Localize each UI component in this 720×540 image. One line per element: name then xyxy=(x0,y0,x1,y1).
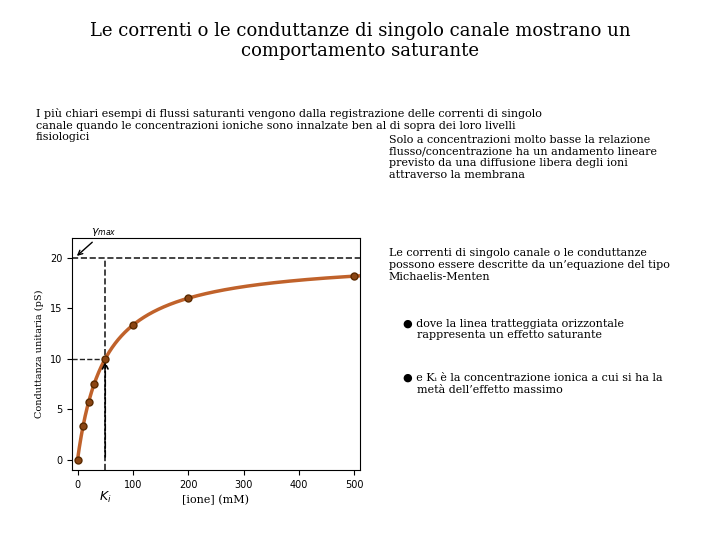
Text: Le correnti o le conduttanze di singolo canale mostrano un
comportamento saturan: Le correnti o le conduttanze di singolo … xyxy=(90,22,630,60)
X-axis label: [ione] (mM): [ione] (mM) xyxy=(182,495,250,505)
Text: ● dove la linea tratteggiata orizzontale
    rappresenta un effetto saturante: ● dove la linea tratteggiata orizzontale… xyxy=(403,319,624,340)
Text: $\gamma_{max}$: $\gamma_{max}$ xyxy=(78,226,117,255)
Y-axis label: Conduttanza unitaria (pS): Conduttanza unitaria (pS) xyxy=(35,289,45,418)
Text: Le correnti di singolo canale o le conduttanze
possono essere descritte da un’eq: Le correnti di singolo canale o le condu… xyxy=(389,248,670,281)
Text: ● e Kᵢ è la concentrazione ionica a cui si ha la
    metà dell’effetto massimo: ● e Kᵢ è la concentrazione ionica a cui … xyxy=(403,373,663,395)
Text: I più chiari esempi di flussi saturanti vengono dalla registrazione delle corren: I più chiari esempi di flussi saturanti … xyxy=(36,108,542,142)
Text: $K_i$: $K_i$ xyxy=(99,490,112,505)
Text: Solo a concentrazioni molto basse la relazione
flusso/concentrazione ha un andam: Solo a concentrazioni molto basse la rel… xyxy=(389,135,657,180)
